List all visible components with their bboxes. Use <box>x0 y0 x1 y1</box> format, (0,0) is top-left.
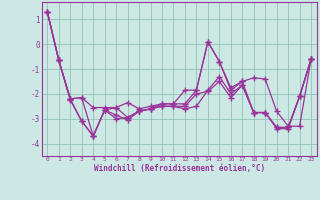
X-axis label: Windchill (Refroidissement éolien,°C): Windchill (Refroidissement éolien,°C) <box>94 164 265 173</box>
